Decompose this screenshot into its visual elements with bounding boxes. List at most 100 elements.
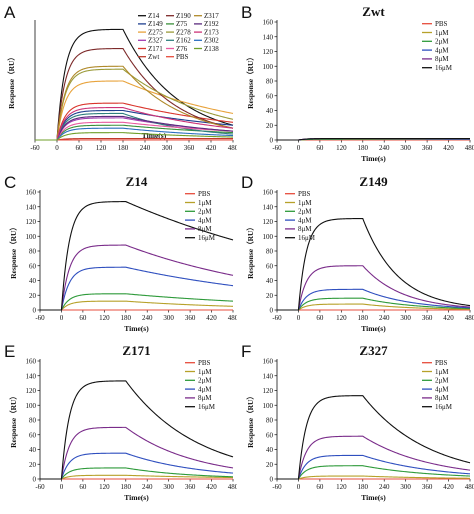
y-axis-label-f: Response（RU） xyxy=(245,392,255,448)
y-tick-label-e: 160 xyxy=(26,358,37,366)
x-axis-label-b: Time(s) xyxy=(361,154,386,163)
x-tick-label-e: 180 xyxy=(121,483,132,491)
legend-label-a: PBS xyxy=(176,53,189,61)
x-axis-label-a: Time(s) xyxy=(142,131,167,140)
legend-label-a: Z14 xyxy=(148,12,160,20)
y-tick-label-f: 100 xyxy=(263,402,274,410)
legend-label-b: 8μM xyxy=(435,55,449,63)
legend-label-b: 2μM xyxy=(435,38,449,46)
x-tick-label-a: 0 xyxy=(55,144,59,152)
y-tick-label-d: 60 xyxy=(266,262,274,270)
y-tick-label-e: 80 xyxy=(29,417,37,425)
x-tick-label-f: 120 xyxy=(336,483,347,491)
y-tick-label-f: 140 xyxy=(263,372,274,380)
x-tick-label-d: 360 xyxy=(422,314,433,322)
y-tick-label-f: 0 xyxy=(270,476,274,484)
series-line-e-3 xyxy=(40,452,234,480)
legend-label-e: PBS xyxy=(198,359,211,367)
series-line-d-5 xyxy=(277,218,471,311)
series-line-a-15 xyxy=(35,127,234,141)
y-tick-label-b: 160 xyxy=(263,19,274,27)
chart-c: C Z14-60 0 60 120 180 240 300 360 420 480020406080… xyxy=(4,173,239,333)
x-tick-label-f: 180 xyxy=(358,483,369,491)
series-line-a-12 xyxy=(35,65,234,141)
legend-label-f: PBS xyxy=(435,359,448,367)
series-line-e-2 xyxy=(40,467,234,480)
x-axis-label-f: Time(s) xyxy=(361,493,386,502)
x-tick-label-c: 0 xyxy=(60,314,64,322)
x-tick-label-d: 120 xyxy=(336,314,347,322)
y-axis-label-d: Response（RU） xyxy=(245,223,255,279)
series-line-a-8 xyxy=(35,68,234,141)
y-tick-label-c: 40 xyxy=(29,277,37,285)
y-tick-label-f: 60 xyxy=(266,431,274,439)
y-tick-label-c: 160 xyxy=(26,189,37,197)
y-tick-label-d: 120 xyxy=(263,218,274,226)
legend-label-d: 4μM xyxy=(298,216,312,224)
y-tick-label-e: 140 xyxy=(26,372,37,380)
x-tick-label-e: 0 xyxy=(60,483,64,491)
x-tick-label-d: 0 xyxy=(297,314,301,322)
series-line-f-2 xyxy=(277,465,471,480)
legend-label-c: 4μM xyxy=(198,216,212,224)
x-tick-label-d: -60 xyxy=(272,314,282,322)
x-tick-label-b: 120 xyxy=(336,144,347,152)
x-tick-label-d: 480 xyxy=(465,314,474,322)
panel-letter-f: F xyxy=(241,342,251,361)
legend-label-a: Z173 xyxy=(204,28,219,36)
y-tick-label-c: 140 xyxy=(26,203,37,211)
y-tick-label-c: 60 xyxy=(29,262,37,270)
series-line-c-1 xyxy=(40,300,234,311)
y-tick-label-c: 100 xyxy=(26,233,37,241)
x-tick-label-b: 60 xyxy=(316,144,324,152)
panel-letter-c: C xyxy=(4,173,16,192)
y-tick-label-e: 40 xyxy=(29,446,37,454)
x-tick-label-f: 480 xyxy=(465,483,474,491)
series-line-a-6 xyxy=(35,48,234,141)
series-line-d-1 xyxy=(277,303,471,311)
legend-label-a: Z149 xyxy=(148,20,163,28)
legend-label-a: Z162 xyxy=(176,37,191,45)
legend-label-e: 2μM xyxy=(198,377,212,385)
legend-label-a: Z75 xyxy=(176,20,188,28)
legend-label-a: Z76 xyxy=(176,45,188,53)
y-axis-label-e: Response（RU） xyxy=(8,392,18,448)
x-axis-label-e: Time(s) xyxy=(124,493,149,502)
legend-label-b: 4μM xyxy=(435,46,449,54)
y-tick-label-d: 160 xyxy=(263,189,274,197)
x-tick-label-e: 360 xyxy=(185,483,196,491)
x-tick-label-f: 60 xyxy=(316,483,324,491)
y-tick-label-e: 20 xyxy=(29,461,37,469)
x-tick-label-a: 60 xyxy=(76,144,84,152)
legend-label-a: Z302 xyxy=(204,37,219,45)
x-tick-label-c: 60 xyxy=(79,314,87,322)
y-tick-label-f: 160 xyxy=(263,358,274,366)
y-tick-label-e: 100 xyxy=(26,402,37,410)
series-line-f-1 xyxy=(277,475,471,480)
x-tick-label-c: -60 xyxy=(35,314,45,322)
x-tick-label-c: 360 xyxy=(185,314,196,322)
x-tick-label-c: 120 xyxy=(99,314,110,322)
y-tick-label-f: 20 xyxy=(266,461,274,469)
series-line-a-9 xyxy=(35,112,234,141)
chart-d: D Z149-60 0 60 120 180 240 300 360 420 48002040608… xyxy=(241,173,474,333)
legend-label-a: Z278 xyxy=(176,28,191,36)
legend-label-a: Zwt xyxy=(148,53,159,61)
legend-label-f: 1μM xyxy=(435,368,449,376)
y-axis-label-a: Response（RU） xyxy=(6,53,16,109)
legend-label-f: 2μM xyxy=(435,377,449,385)
x-tick-label-e: 120 xyxy=(99,483,110,491)
x-tick-label-a: 420 xyxy=(206,144,217,152)
x-tick-label-b: 0 xyxy=(297,144,301,152)
x-tick-label-f: 420 xyxy=(443,483,454,491)
chart-title-d: Z149 xyxy=(359,174,388,189)
series-line-e-1 xyxy=(40,474,234,480)
x-tick-label-d: 420 xyxy=(443,314,454,322)
series-line-a-0 xyxy=(35,28,234,141)
y-tick-label-b: 140 xyxy=(263,33,274,41)
series-line-a-16 xyxy=(35,132,234,141)
chart-title-e: Z171 xyxy=(122,343,150,358)
x-tick-label-e: 60 xyxy=(79,483,87,491)
y-tick-label-b: 120 xyxy=(263,48,274,56)
x-tick-label-c: 420 xyxy=(206,314,217,322)
